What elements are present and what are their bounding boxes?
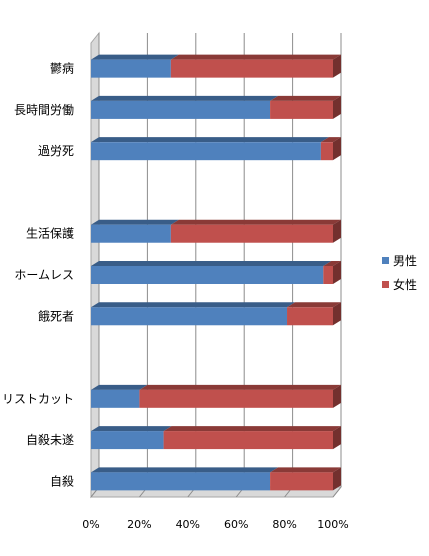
bar-top-face (91, 54, 179, 60)
bar-segment (91, 100, 271, 119)
legend-label: 女性 (393, 277, 417, 292)
bar-segment (170, 59, 333, 78)
bar-top-face (91, 467, 279, 473)
bar-end-cap (333, 302, 341, 326)
bar-top-face (139, 384, 341, 390)
bar-segment (91, 224, 171, 243)
x-tick-label: 60% (224, 518, 248, 531)
legend-swatch (382, 257, 389, 264)
x-tick-label: 80% (272, 518, 296, 531)
bar-segment (323, 266, 333, 284)
bar-end-cap (333, 261, 341, 284)
legend-label: 男性 (393, 254, 417, 268)
bar-top-face (91, 95, 279, 101)
y-category-label: リストカット (2, 392, 74, 406)
gridline-floor (332, 486, 342, 498)
bar-top-face (163, 426, 341, 432)
y-category-label: 鬱病 (50, 61, 74, 76)
bar-top-face (170, 219, 341, 225)
y-category-label: 生活保護 (26, 226, 74, 241)
bar-top-face (91, 219, 179, 225)
bar-segment (91, 389, 140, 408)
bar-top-face (91, 384, 148, 390)
bar-segment (170, 224, 333, 243)
bar-top-face (270, 467, 341, 473)
y-category-label: 長時間労働 (14, 103, 74, 117)
y-category-label: ホームレス (14, 268, 74, 282)
y-category-label: 過労死 (38, 144, 74, 158)
bar-top-face (91, 137, 329, 143)
bar-end-cap (333, 467, 341, 491)
bar-top-face (91, 302, 296, 308)
bar-end-cap (333, 95, 341, 119)
bar-end-cap (333, 54, 341, 78)
bar-end-cap (333, 137, 341, 161)
bar-top-face (287, 302, 341, 308)
bar-segment (91, 307, 288, 326)
x-tick-label: 40% (176, 518, 200, 531)
x-tick-label: 20% (127, 518, 151, 531)
bar-segment (287, 307, 333, 326)
bar-top-face (91, 261, 332, 266)
bar-segment (91, 472, 271, 491)
bar-top-face (323, 261, 341, 266)
bar-segment (91, 59, 171, 78)
bar-end-cap (333, 219, 341, 243)
bar-end-cap (333, 384, 341, 408)
bar-top-face (320, 137, 341, 143)
bar-segment (139, 389, 333, 408)
legend-swatch (382, 281, 389, 288)
bar-segment (91, 431, 164, 450)
bar-top-face (270, 95, 341, 101)
x-tick-label: 100% (317, 518, 348, 531)
y-category-label: 自殺 (50, 474, 74, 488)
bar-top-face (170, 54, 341, 60)
bar-end-cap (333, 426, 341, 450)
bar-top-face (91, 426, 172, 432)
bar-segment (270, 100, 333, 119)
bar-segment (270, 472, 333, 491)
bar-segment (91, 142, 321, 161)
bar-segment (320, 142, 333, 161)
y-category-label: 餓死者 (38, 308, 74, 323)
y-category-label: 自殺未遂 (26, 433, 74, 447)
x-tick-label: 0% (82, 518, 99, 531)
bar-segment (163, 431, 333, 450)
bar-segment (91, 266, 324, 284)
